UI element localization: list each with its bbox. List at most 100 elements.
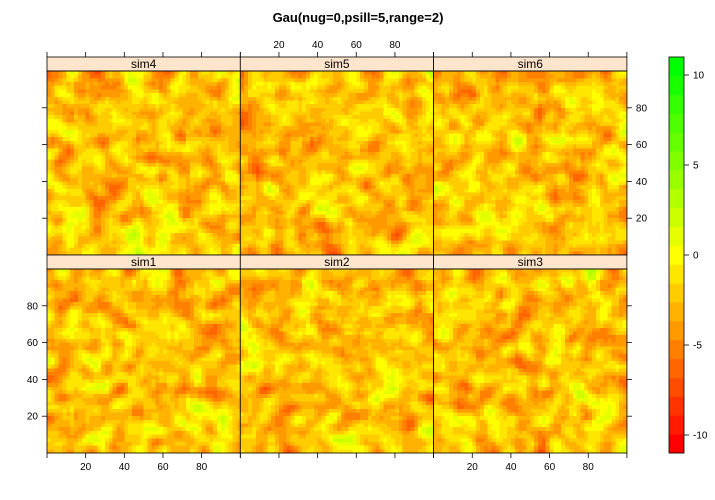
heatmap-cell xyxy=(155,159,160,164)
heatmap-cell xyxy=(402,188,407,193)
heatmap-cell xyxy=(410,104,415,109)
heatmap-cell xyxy=(402,133,407,138)
heatmap-cell xyxy=(340,243,346,249)
heatmap-cell xyxy=(271,89,276,94)
heatmap-cell xyxy=(220,163,226,168)
heatmap-cell xyxy=(309,78,315,83)
heatmap-cell xyxy=(398,170,404,175)
heatmap-cell xyxy=(410,207,415,212)
heatmap-cell xyxy=(66,144,71,149)
heatmap-cell xyxy=(394,181,400,186)
heatmap-cell xyxy=(77,115,83,120)
heatmap-cell xyxy=(128,232,133,237)
heatmap-cell xyxy=(50,188,56,193)
heatmap-cell xyxy=(139,163,145,168)
heatmap-cell xyxy=(418,214,423,219)
heatmap-cell xyxy=(120,89,125,94)
heatmap-cell xyxy=(406,74,411,79)
heatmap-cell xyxy=(116,107,121,112)
heatmap-cell xyxy=(371,96,377,101)
heatmap-cell xyxy=(128,122,133,127)
heatmap-cell xyxy=(139,85,145,90)
heatmap-cell xyxy=(306,71,311,76)
heatmap-cell xyxy=(294,236,299,241)
heatmap-cell xyxy=(190,192,195,197)
heatmap-cell xyxy=(383,166,388,171)
heatmap-cell xyxy=(340,188,346,193)
heatmap-cell xyxy=(375,159,380,164)
heatmap-cell xyxy=(244,155,249,160)
heatmap-cell xyxy=(89,185,94,190)
heatmap-cell xyxy=(333,221,338,226)
heatmap-cell xyxy=(166,126,172,131)
heatmap-cell xyxy=(306,129,311,134)
heatmap-cell xyxy=(306,192,311,197)
heatmap-cell xyxy=(220,100,226,105)
heatmap-cell xyxy=(178,199,183,204)
heatmap-cell xyxy=(143,144,148,149)
heatmap-cell xyxy=(151,203,156,208)
heatmap-cell xyxy=(197,82,203,87)
heatmap-cell xyxy=(228,129,233,134)
heatmap-cell xyxy=(143,129,148,134)
heatmap-cell xyxy=(352,203,357,208)
heatmap-cell xyxy=(398,236,404,241)
heatmap-cell xyxy=(286,96,291,101)
heatmap-cell xyxy=(294,214,299,219)
heatmap-cell xyxy=(333,100,338,105)
heatmap-cell xyxy=(143,188,148,193)
heatmap-cell xyxy=(344,107,349,112)
heatmap-cell xyxy=(383,243,388,249)
heatmap-cell xyxy=(190,155,195,160)
heatmap-cell xyxy=(201,210,206,215)
heatmap-cell xyxy=(429,89,434,94)
heatmap-cell xyxy=(398,247,404,252)
heatmap-cell xyxy=(224,185,230,190)
heatmap-cell xyxy=(383,199,388,204)
heatmap-cell xyxy=(112,232,117,237)
heatmap-cell xyxy=(302,229,307,234)
heatmap-cell xyxy=(201,129,206,134)
heatmap-cell xyxy=(294,140,299,145)
heatmap-cell xyxy=(317,140,322,145)
heatmap-cell xyxy=(422,107,427,112)
heatmap-cell xyxy=(333,232,338,237)
heatmap-cell xyxy=(244,177,249,182)
heatmap-cell xyxy=(375,170,380,175)
heatmap-cell xyxy=(139,148,145,153)
heatmap-cell xyxy=(271,107,276,112)
heatmap-cell xyxy=(387,133,392,138)
heatmap-cell xyxy=(182,96,187,101)
heatmap-cell xyxy=(248,181,253,186)
heatmap-cell xyxy=(240,196,245,201)
heatmap-cell xyxy=(128,243,133,249)
heatmap-cell xyxy=(159,100,164,105)
heatmap-cell xyxy=(101,140,106,145)
heatmap-cell xyxy=(58,240,63,245)
heatmap-cell xyxy=(70,225,75,230)
heatmap-cell xyxy=(159,207,164,212)
heatmap-cell xyxy=(383,225,388,230)
heatmap-cell xyxy=(232,144,237,149)
heatmap-cell xyxy=(112,221,117,226)
heatmap-cell xyxy=(286,247,291,252)
heatmap-cell xyxy=(356,188,361,193)
heatmap-cell xyxy=(193,104,199,109)
heatmap-cell xyxy=(186,74,191,79)
heatmap-cell xyxy=(267,137,272,142)
heatmap-cell xyxy=(217,100,222,105)
heatmap-cell xyxy=(54,148,59,153)
heatmap-cell xyxy=(81,89,87,94)
heatmap-cell xyxy=(356,71,361,76)
heatmap-cell xyxy=(58,144,63,149)
heatmap-cell xyxy=(66,225,71,230)
heatmap-cell xyxy=(394,144,400,149)
heatmap-cell xyxy=(240,140,245,145)
heatmap-cell xyxy=(383,104,388,109)
heatmap-cell xyxy=(418,225,423,230)
heatmap-cell xyxy=(356,74,361,79)
heatmap-cell xyxy=(74,229,79,234)
heatmap-cell xyxy=(360,225,365,230)
heatmap-cell xyxy=(66,166,71,171)
heatmap-cell xyxy=(155,151,160,157)
